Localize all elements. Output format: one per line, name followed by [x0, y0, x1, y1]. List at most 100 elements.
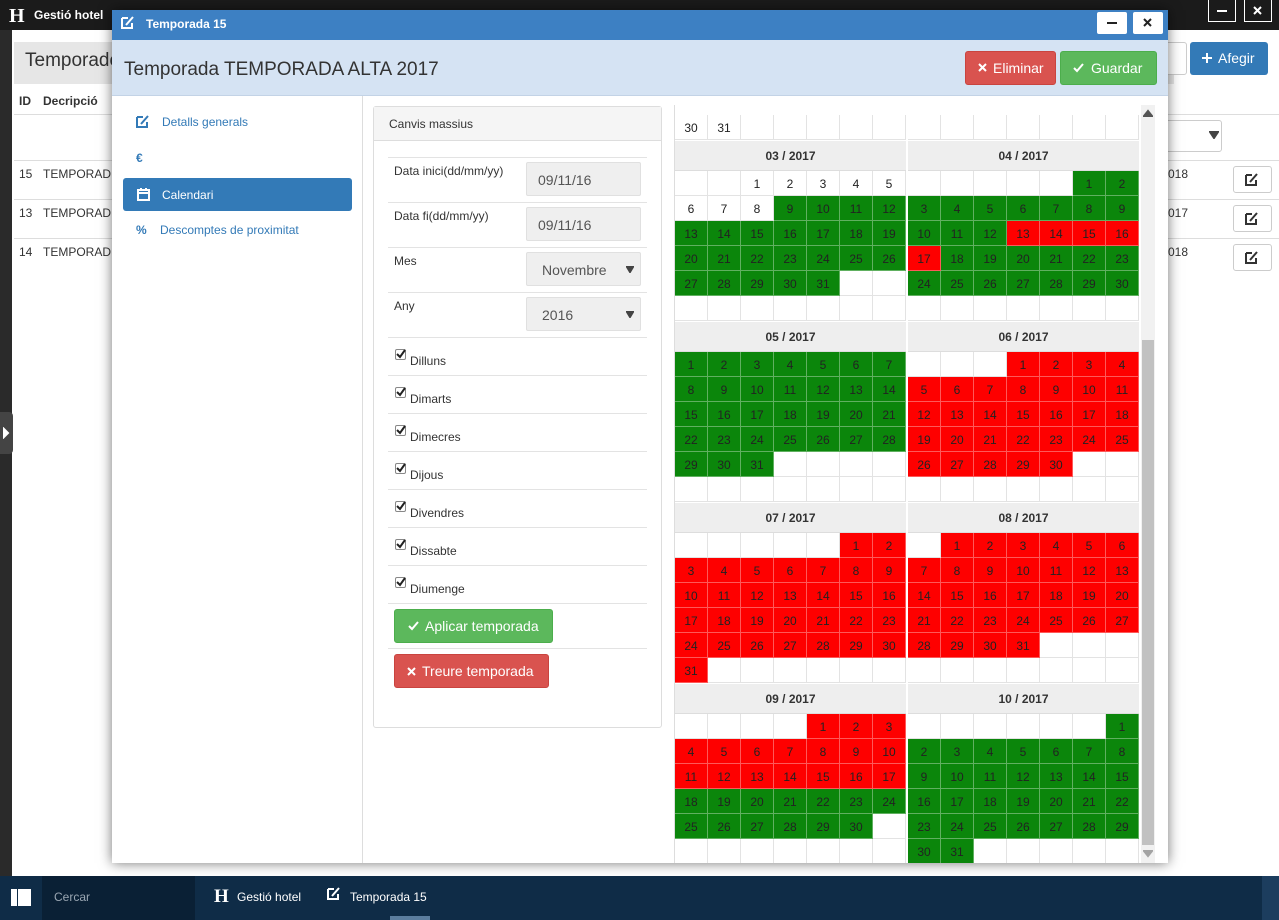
day-number[interactable]: 8	[819, 745, 827, 759]
day-number[interactable]: 23	[917, 820, 931, 834]
day-number[interactable]: 15	[1115, 770, 1129, 784]
day-cell[interactable]: 31	[941, 839, 974, 863]
day-number[interactable]: 31	[684, 664, 698, 678]
day-cell[interactable]: 16	[873, 583, 906, 608]
day-cell[interactable]: 10	[675, 583, 708, 608]
day-cell[interactable]: 9	[840, 739, 873, 764]
day-cell[interactable]: 27	[675, 271, 708, 296]
day-number[interactable]: 11	[983, 770, 997, 784]
day-number[interactable]: 13	[750, 770, 764, 784]
day-cell[interactable]: 8	[941, 558, 974, 583]
day-cell[interactable]: 4	[708, 558, 741, 583]
day-number[interactable]: 9	[1052, 383, 1060, 397]
day-number[interactable]: 11	[1115, 383, 1129, 397]
day-cell[interactable]: 25	[1040, 608, 1073, 633]
day-number[interactable]: 18	[783, 408, 797, 422]
day-cell[interactable]: 1	[1106, 714, 1139, 739]
day-cell[interactable]: 30	[1040, 452, 1073, 477]
day-number[interactable]: 20	[1016, 252, 1030, 266]
day-cell[interactable]: 12	[1007, 764, 1040, 789]
day-number[interactable]: 1	[1085, 177, 1093, 191]
day-number[interactable]: 24	[816, 252, 830, 266]
day-cell[interactable]: 23	[774, 246, 807, 271]
day-number[interactable]: 13	[950, 408, 964, 422]
day-number[interactable]: 9	[786, 202, 794, 216]
day-number[interactable]: 22	[750, 252, 764, 266]
day-cell[interactable]: 9	[1040, 377, 1073, 402]
day-number[interactable]: 5	[1085, 539, 1093, 553]
day-cell[interactable]: 6	[1040, 739, 1073, 764]
day-number[interactable]: 21	[816, 614, 830, 628]
day-number[interactable]: 29	[1115, 820, 1129, 834]
checkbox[interactable]	[395, 539, 406, 550]
day-cell[interactable]: 31	[675, 658, 708, 683]
day-cell[interactable]: 14	[974, 402, 1007, 427]
day-number[interactable]: 31	[717, 121, 731, 135]
day-number[interactable]: 10	[750, 383, 764, 397]
day-number[interactable]: 30	[684, 121, 698, 135]
day-number[interactable]: 30	[983, 639, 997, 653]
day-cell[interactable]: 7	[807, 558, 840, 583]
day-cell[interactable]: 31	[708, 115, 741, 140]
day-cell[interactable]: 30	[873, 633, 906, 658]
day-cell[interactable]: 1	[807, 714, 840, 739]
day-cell[interactable]: 17	[908, 246, 941, 271]
day-cell[interactable]: 10	[873, 739, 906, 764]
nav-icon[interactable]: %	[136, 223, 147, 237]
day-number[interactable]: 27	[1016, 277, 1030, 291]
day-number[interactable]: 6	[953, 383, 961, 397]
day-cell[interactable]: 4	[1106, 352, 1139, 377]
day-number[interactable]: 10	[1016, 564, 1030, 578]
day-cell[interactable]: 2	[1106, 171, 1139, 196]
day-cell[interactable]: 5	[807, 352, 840, 377]
day-cell[interactable]: 7	[1040, 196, 1073, 221]
day-cell[interactable]: 28	[1040, 271, 1073, 296]
day-cell[interactable]: 14	[1040, 221, 1073, 246]
day-number[interactable]: 23	[849, 795, 863, 809]
day-number[interactable]: 19	[1016, 795, 1030, 809]
day-cell[interactable]: 13	[1007, 221, 1040, 246]
scroll-thumb[interactable]	[1142, 340, 1154, 845]
day-number[interactable]: 31	[750, 458, 764, 472]
day-number[interactable]: 15	[750, 227, 764, 241]
day-number[interactable]: 10	[950, 770, 964, 784]
day-cell[interactable]: 23	[708, 427, 741, 452]
day-cell[interactable]: 31	[741, 452, 774, 477]
day-cell[interactable]: 29	[941, 633, 974, 658]
day-cell[interactable]: 19	[807, 402, 840, 427]
field-value[interactable]: 09/11/16	[538, 217, 592, 233]
day-number[interactable]: 5	[819, 358, 827, 372]
day-number[interactable]: 19	[717, 795, 731, 809]
task-tab[interactable]: Temporada 15	[350, 890, 427, 904]
day-number[interactable]: 21	[1049, 252, 1063, 266]
day-cell[interactable]: 8	[741, 196, 774, 221]
day-number[interactable]: 16	[983, 589, 997, 603]
day-number[interactable]: 5	[753, 564, 761, 578]
day-cell[interactable]: 29	[741, 271, 774, 296]
day-number[interactable]: 24	[917, 277, 931, 291]
day-cell[interactable]: 27	[941, 452, 974, 477]
day-cell[interactable]: 16	[1040, 402, 1073, 427]
day-cell[interactable]: 14	[774, 764, 807, 789]
day-cell[interactable]: 21	[974, 427, 1007, 452]
day-cell[interactable]: 12	[974, 221, 1007, 246]
day-cell[interactable]: 15	[741, 221, 774, 246]
day-number[interactable]: 3	[1019, 539, 1027, 553]
day-cell[interactable]: 3	[1073, 352, 1106, 377]
day-cell[interactable]: 8	[840, 558, 873, 583]
day-cell[interactable]: 27	[774, 633, 807, 658]
day-cell[interactable]: 3	[941, 739, 974, 764]
checkbox[interactable]	[395, 577, 406, 588]
day-number[interactable]: 13	[849, 383, 863, 397]
day-number[interactable]: 10	[917, 227, 931, 241]
day-cell[interactable]: 20	[1106, 583, 1139, 608]
task-tab[interactable]: Gestió hotel	[237, 890, 302, 904]
day-number[interactable]: 29	[750, 277, 764, 291]
search-placeholder[interactable]: Cercar	[54, 890, 91, 904]
day-number[interactable]: 4	[953, 202, 961, 216]
day-cell[interactable]: 30	[908, 839, 941, 863]
day-number[interactable]: 8	[1085, 202, 1093, 216]
day-number[interactable]: 29	[816, 820, 830, 834]
day-cell[interactable]: 15	[1106, 764, 1139, 789]
day-cell[interactable]: 26	[708, 814, 741, 839]
